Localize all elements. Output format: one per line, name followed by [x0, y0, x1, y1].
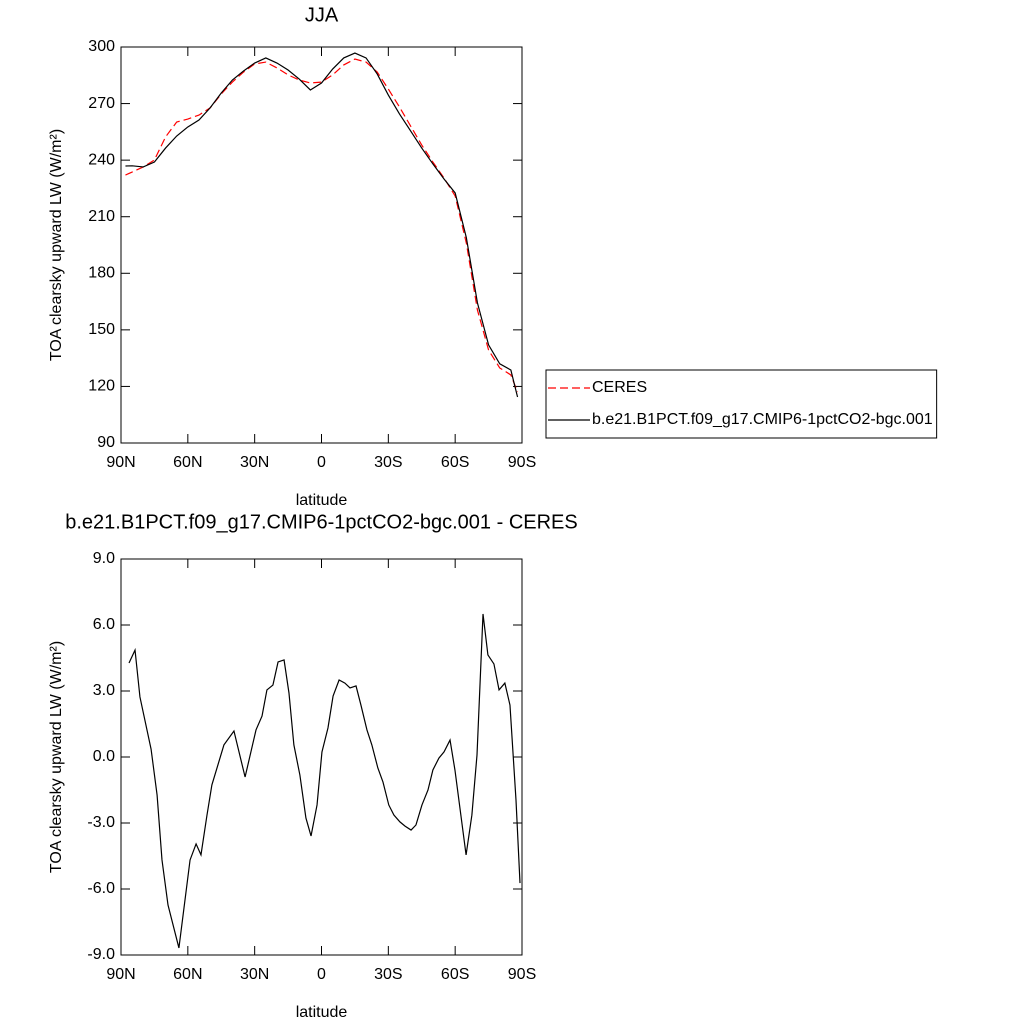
- x-tick-label: 60N: [173, 966, 202, 983]
- x-tick-label: 60S: [441, 966, 469, 983]
- x-tick-label: 90S: [508, 454, 536, 471]
- x-tick-label: 30S: [374, 454, 402, 471]
- x-axis-title: latitude: [296, 1004, 348, 1021]
- x-tick-label: 60N: [173, 454, 202, 471]
- panel: b.e21.B1PCT.f09_g17.CMIP6-1pctCO2-bgc.00…: [48, 511, 578, 1021]
- x-tick-label: 90N: [106, 454, 135, 471]
- y-tick-label: -3.0: [87, 814, 115, 831]
- x-tick-label: 30N: [240, 454, 269, 471]
- x-tick-label: 90N: [106, 966, 135, 983]
- y-tick-label: 270: [88, 95, 115, 112]
- data-line: [125, 52, 519, 398]
- legend: CERES b.e21.B1PCT.f09_g17.CMIP6-1pctCO2-b…: [545, 369, 938, 439]
- y-tick-label: 240: [88, 151, 115, 168]
- chart-title: b.e21.B1PCT.f09_g17.CMIP6-1pctCO2-bgc.00…: [65, 511, 577, 533]
- x-tick-label: 30N: [240, 966, 269, 983]
- x-tick-label: 0: [317, 454, 326, 471]
- y-tick-label: -6.0: [87, 880, 115, 897]
- plot-frame: [120, 46, 523, 444]
- y-axis-title: TOA clearsky upward LW (W/m²): [48, 129, 65, 361]
- legend-label: b.e21.B1PCT.f09_g17.CMIP6-1pctCO2-bgc.00…: [592, 411, 933, 428]
- y-tick-label: 300: [88, 38, 115, 55]
- y-tick-label: -9.0: [87, 946, 115, 963]
- x-tick-label: 90S: [508, 966, 536, 983]
- y-tick-label: 9.0: [93, 550, 115, 567]
- y-tick-label: 210: [88, 208, 115, 225]
- data-line: [125, 58, 519, 393]
- x-tick-label: 30S: [374, 966, 402, 983]
- y-tick-label: 3.0: [93, 682, 115, 699]
- y-axis-title: TOA clearsky upward LW (W/m²): [48, 641, 65, 873]
- y-tick-label: 180: [88, 265, 115, 282]
- chart-title: JJA: [305, 4, 339, 26]
- legend-box: [545, 369, 938, 439]
- y-tick-label: 120: [88, 378, 115, 395]
- data-line: [128, 613, 521, 949]
- y-tick-label: 0.0: [93, 748, 115, 765]
- legend-label: CERES: [592, 379, 647, 396]
- x-tick-label: 60S: [441, 454, 469, 471]
- x-tick-label: 0: [317, 966, 326, 983]
- y-tick-label: 150: [88, 321, 115, 338]
- y-tick-label: 6.0: [93, 616, 115, 633]
- x-axis-title: latitude: [296, 492, 348, 509]
- panel: JJA 90 120 150 180 210 240 270 300 90N 60N 30N 0 30S 6…: [48, 4, 938, 509]
- y-tick-label: 90: [97, 434, 115, 451]
